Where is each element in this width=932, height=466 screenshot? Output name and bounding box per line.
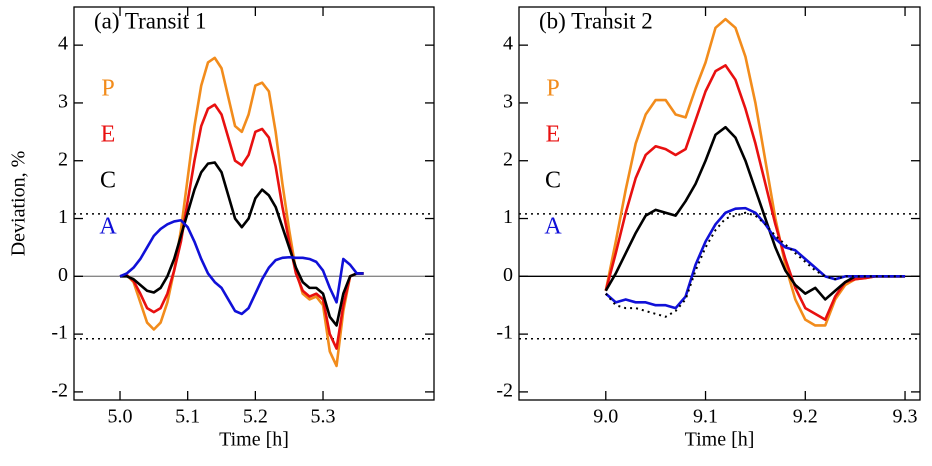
- y-tick-label: 4: [503, 33, 513, 55]
- legend-label: E: [546, 122, 561, 148]
- legend-label: A: [99, 214, 117, 240]
- series-line: [119, 103, 364, 350]
- y-tick-label: -2: [496, 380, 513, 402]
- y-tick-label: 4: [58, 33, 68, 55]
- y-axis-label: Deviation, %: [8, 151, 30, 257]
- x-tick-label: 5.1: [175, 406, 200, 428]
- legend-label: P: [546, 76, 559, 102]
- y-tick-label: -1: [51, 322, 68, 344]
- y-tick-label: 3: [503, 91, 513, 113]
- x-tick-label: 5.2: [243, 406, 268, 428]
- plot-frame: [73, 6, 435, 401]
- x-axis-label: Time [h]: [219, 429, 289, 451]
- plot-area: [519, 17, 920, 340]
- x-tick-label: 9.2: [793, 406, 818, 428]
- x-tick-label: 9.0: [593, 406, 618, 428]
- chart-title: (a) Transit 1: [94, 8, 206, 33]
- x-axis-label: Time [h]: [685, 429, 755, 451]
- x-tick-label: 9.3: [893, 406, 918, 428]
- plot-frame: [518, 6, 921, 401]
- legend-label: P: [101, 76, 114, 102]
- y-tick-label: 0: [58, 264, 68, 286]
- plot-area: [74, 56, 434, 368]
- y-tick-label: -1: [496, 322, 513, 344]
- legend-label: C: [545, 168, 561, 194]
- legend-label: C: [100, 168, 116, 194]
- y-tick-label: 1: [503, 206, 513, 228]
- x-tick-label: 5.0: [108, 406, 133, 428]
- y-tick-label: 2: [58, 148, 68, 170]
- legend-label: A: [544, 214, 562, 240]
- y-tick-label: -2: [51, 380, 68, 402]
- series-line: [604, 206, 906, 310]
- y-tick-label: 1: [58, 206, 68, 228]
- y-tick-label: 2: [503, 148, 513, 170]
- chart-title: (b) Transit 2: [539, 8, 653, 33]
- x-tick-label: 5.3: [311, 406, 336, 428]
- series-line: [604, 64, 906, 321]
- x-tick-label: 9.1: [693, 406, 718, 428]
- legend-label: E: [101, 122, 116, 148]
- series-line: [120, 161, 364, 327]
- y-tick-label: 0: [503, 264, 513, 286]
- y-tick-label: 3: [58, 91, 68, 113]
- series-line: [605, 211, 906, 318]
- series-line: [119, 218, 364, 316]
